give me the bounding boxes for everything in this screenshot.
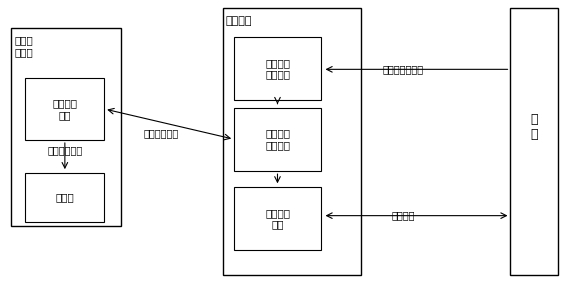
Bar — [11, 28, 121, 226]
Bar — [25, 173, 104, 222]
Text: 远程控
制中心: 远程控 制中心 — [14, 35, 33, 57]
Text: 线卡配置: 线卡配置 — [391, 211, 415, 221]
Bar — [510, 8, 558, 275]
Text: 数据库: 数据库 — [55, 192, 74, 202]
Text: 获取线卡识别号: 获取线卡识别号 — [383, 64, 424, 74]
Text: 获取线卡信息: 获取线卡信息 — [143, 128, 178, 139]
Text: 匹配线卡类型: 匹配线卡类型 — [47, 145, 82, 156]
Text: 主控设备: 主控设备 — [226, 16, 252, 25]
Text: 控制逻辑
模块: 控制逻辑 模块 — [52, 98, 77, 120]
Bar — [234, 108, 321, 171]
Text: 线卡匹配
逻辑模块: 线卡匹配 逻辑模块 — [265, 128, 290, 150]
Bar — [234, 37, 321, 100]
Text: 线卡配置
模块: 线卡配置 模块 — [265, 208, 290, 230]
Bar — [234, 187, 321, 250]
Bar — [223, 8, 361, 275]
Text: 线卡感知
逻辑模块: 线卡感知 逻辑模块 — [265, 58, 290, 80]
Text: 线
卡: 线 卡 — [531, 113, 538, 141]
Bar — [25, 78, 104, 140]
